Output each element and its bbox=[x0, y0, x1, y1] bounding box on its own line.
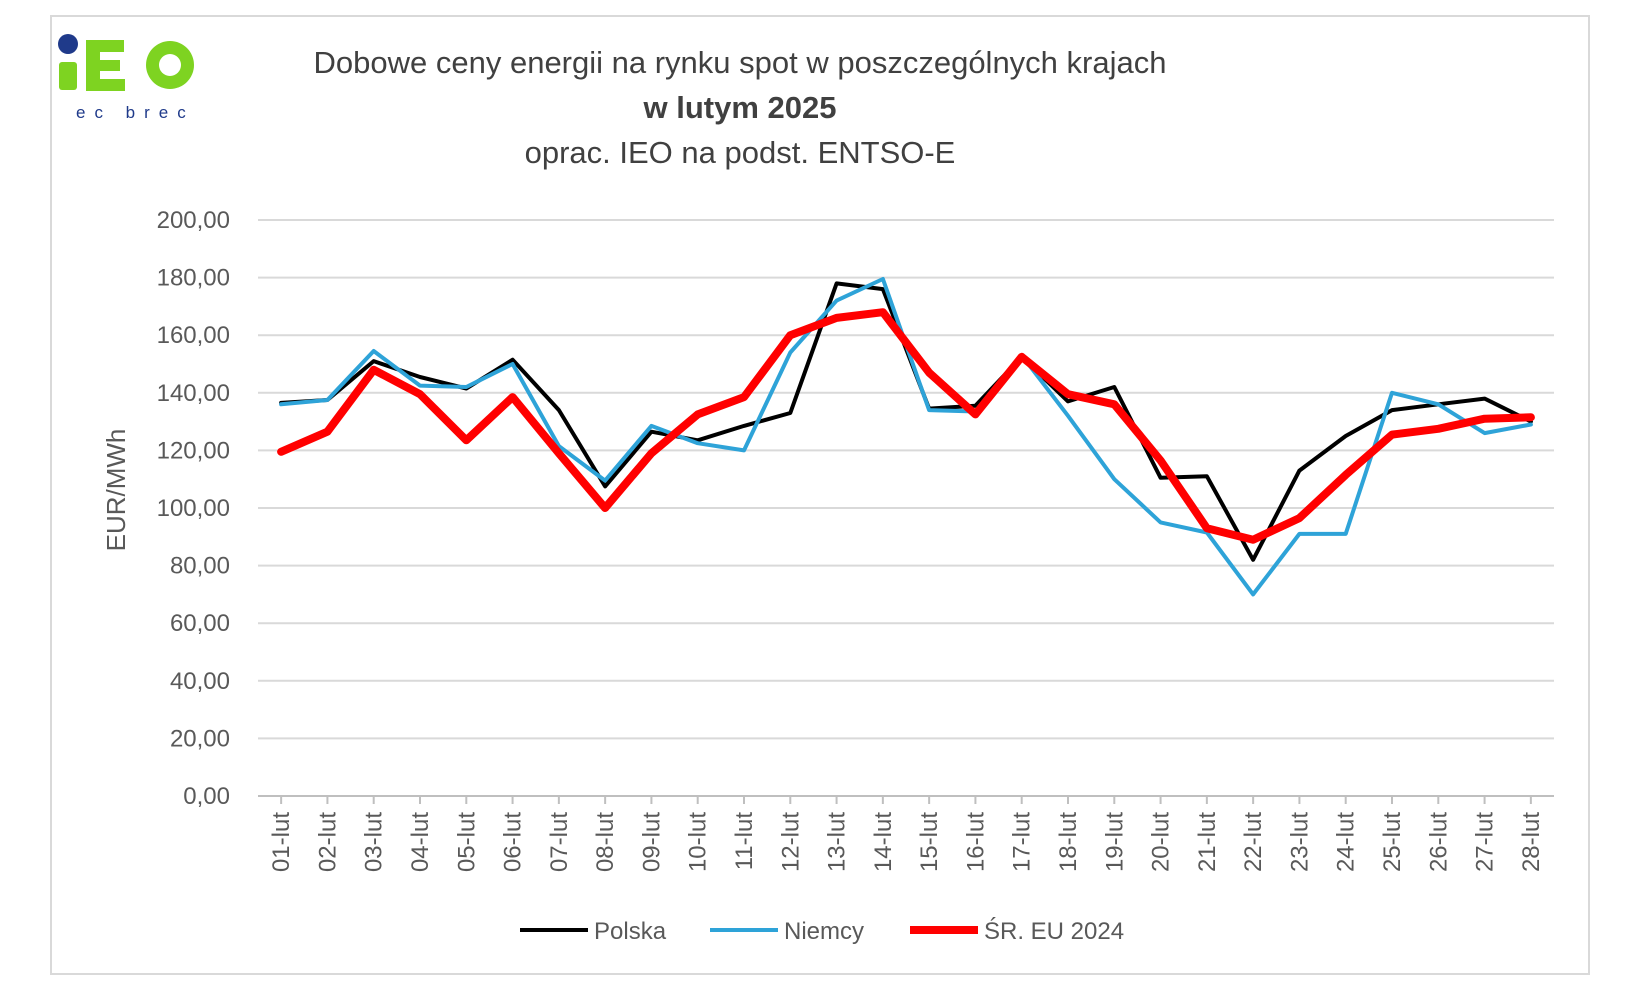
x-tick-label: 01-lut bbox=[268, 812, 295, 872]
chart-subtitle: w lutym 2025 bbox=[643, 90, 837, 125]
x-tick-label: 03-lut bbox=[361, 812, 388, 872]
logo-e bbox=[86, 40, 125, 91]
x-tick-label: 22-lut bbox=[1240, 812, 1267, 872]
x-tick-label: 23-lut bbox=[1286, 812, 1313, 872]
y-tick-label: 0,00 bbox=[183, 783, 230, 810]
y-tick-label: 20,00 bbox=[170, 725, 230, 752]
x-tick-label: 27-lut bbox=[1472, 812, 1499, 872]
y-tick-labels: 0,00 20,00 40,00 60,00 80,00 100,00 120,00 140,… bbox=[157, 207, 230, 810]
x-tick-label: 20-lut bbox=[1148, 812, 1175, 872]
x-tick-label: 08-lut bbox=[592, 812, 619, 872]
series-lines bbox=[277, 277, 1535, 597]
x-tick-label: 02-lut bbox=[314, 812, 341, 872]
gridlines bbox=[258, 219, 1554, 797]
x-tick-label: 28-lut bbox=[1518, 812, 1545, 872]
y-tick-label: 180,00 bbox=[157, 265, 230, 292]
y-tick-label: 80,00 bbox=[170, 553, 230, 580]
y-tick-label: 100,00 bbox=[157, 495, 230, 522]
x-tick-label: 10-lut bbox=[685, 812, 712, 872]
x-tick-label: 24-lut bbox=[1333, 812, 1360, 872]
chart-source-note: oprac. IEO na podst. ENTSO-E bbox=[524, 135, 956, 170]
x-tick-label: 06-lut bbox=[500, 812, 527, 872]
x-tick-label: 05-lut bbox=[453, 812, 480, 872]
logo-subtext: ec brec bbox=[76, 103, 195, 122]
legend-label: Polska bbox=[594, 918, 667, 945]
x-tick-labels: 01-lut 02-lut 03-lut 04-lut 05-lut 06-lut 07-l… bbox=[268, 796, 1545, 872]
logo-o-hole bbox=[159, 54, 181, 76]
legend-label: Niemcy bbox=[784, 918, 864, 945]
chart-title: Dobowe ceny energii na rynku spot w posz… bbox=[313, 45, 1167, 80]
logo-i-stem bbox=[59, 62, 77, 90]
y-tick-label: 160,00 bbox=[157, 322, 230, 349]
x-tick-label: 07-lut bbox=[546, 812, 573, 872]
x-tick-label: 09-lut bbox=[638, 812, 665, 872]
series-line--r-eu-2024 bbox=[277, 308, 1535, 544]
logo-dot bbox=[58, 34, 78, 54]
y-tick-label: 200,00 bbox=[157, 207, 230, 234]
x-tick-label: 26-lut bbox=[1425, 812, 1452, 872]
series-line-polska bbox=[279, 281, 1533, 562]
x-tick-label: 19-lut bbox=[1101, 812, 1128, 872]
y-axis-label: EUR/MWh bbox=[101, 429, 131, 552]
x-tick-label: 12-lut bbox=[777, 812, 804, 872]
y-tick-label: 140,00 bbox=[157, 380, 230, 407]
ieo-logo: ec brec bbox=[58, 34, 195, 122]
chart-frame bbox=[50, 15, 1590, 975]
x-tick-label: 15-lut bbox=[916, 812, 943, 872]
legend: Polska Niemcy ŚR. EU 2024 bbox=[520, 917, 1124, 945]
x-tick-label: 18-lut bbox=[1055, 812, 1082, 872]
x-tick-label: 16-lut bbox=[962, 812, 989, 872]
x-tick-label: 14-lut bbox=[870, 812, 897, 872]
x-tick-label: 17-lut bbox=[1009, 812, 1036, 872]
x-tick-label: 04-lut bbox=[407, 812, 434, 872]
y-tick-label: 60,00 bbox=[170, 610, 230, 637]
y-tick-label: 120,00 bbox=[157, 437, 230, 464]
x-tick-label: 25-lut bbox=[1379, 812, 1406, 872]
x-tick-label: 21-lut bbox=[1194, 812, 1221, 872]
x-tick-label: 13-lut bbox=[824, 812, 851, 872]
legend-label: ŚR. EU 2024 bbox=[984, 917, 1124, 945]
x-tick-label: 11-lut bbox=[731, 812, 758, 871]
y-tick-label: 40,00 bbox=[170, 668, 230, 695]
